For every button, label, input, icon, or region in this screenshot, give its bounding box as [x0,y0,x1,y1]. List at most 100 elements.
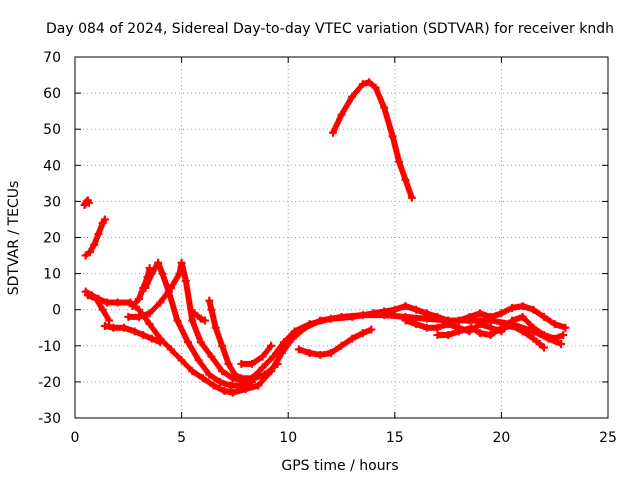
data-point [390,305,399,314]
data-point [98,305,107,314]
data-point [401,316,410,325]
data-point [237,381,246,390]
x-tick-label: 15 [386,430,404,446]
data-point [337,110,346,119]
data-point [139,330,148,339]
data-point [218,367,227,376]
data-point [100,215,109,224]
data-point [529,305,538,314]
data-point [518,302,527,311]
y-tick-label: -10 [38,339,61,355]
series-track-8 [141,258,256,390]
data-point [348,312,357,321]
data-point [258,352,267,361]
data-point [207,352,216,361]
data-point [269,352,278,361]
data-point [128,302,137,311]
data-point [465,312,474,321]
data-point [550,320,559,329]
data-point [141,284,150,293]
axis-ticks [74,56,609,419]
data-point [100,321,109,330]
data-point [254,381,263,390]
data-point [247,374,256,383]
data-point [454,316,463,325]
data-point [83,291,92,300]
series-track-3 [328,78,416,202]
y-tick-label: -20 [38,375,61,391]
data-point [173,316,182,325]
data-point [84,198,93,207]
data-point [561,323,570,332]
data-point [94,229,103,238]
data-point [380,307,389,316]
data-point [247,359,256,368]
data-point [369,309,378,318]
data-point [401,175,410,184]
data-point [230,370,239,379]
data-point [196,314,205,323]
data-point [326,349,335,358]
data-point [211,323,220,332]
data-point [134,294,143,303]
data-point [188,367,197,376]
data-point [540,343,549,352]
series-track-11 [190,309,210,325]
data-point [177,258,186,267]
data-point [412,305,421,314]
data-point [207,305,216,314]
data-point [166,284,175,293]
y-tick-label: 10 [43,267,61,283]
data-point [181,276,190,285]
data-point [166,345,175,354]
data-point [433,312,442,321]
data-point [508,321,517,330]
series-track-6 [100,321,165,347]
x-tick-label: 25 [599,430,617,446]
data-point [196,338,205,347]
data-point [337,341,346,350]
data-point [226,381,235,390]
data-point [145,320,154,329]
data-point [535,339,544,348]
data-point [401,302,410,311]
data-point [113,298,122,307]
data-point [433,330,442,339]
data-point [444,330,453,339]
data-point [205,370,214,379]
data-point [215,377,224,386]
data-point [188,316,197,325]
data-point [422,323,431,332]
data-point [183,338,192,347]
series-track-2 [81,215,109,260]
data-point [422,309,431,318]
data-point [497,309,506,318]
data-point [497,323,506,332]
data-point [145,309,154,318]
data-point [365,78,374,87]
data-point [486,330,495,339]
data-point [156,338,165,347]
data-point [273,359,282,368]
data-point [120,323,129,332]
y-tick-label: 70 [43,50,61,66]
data-point [147,334,156,343]
chart-title: Day 084 of 2024, Sidereal Day-to-day VTE… [46,21,614,37]
data-point [90,240,99,249]
series-track-1 [80,196,93,210]
data-point [557,339,566,348]
series-track-9 [124,258,282,385]
data-point [328,128,337,137]
data-point [124,312,133,321]
data-point [205,296,214,305]
data-point [209,381,218,390]
data-point [102,298,111,307]
data-points [80,78,570,397]
data-point [508,303,517,312]
data-point [433,323,442,332]
data-point [177,356,186,365]
data-point [476,329,485,338]
data-point [367,325,376,334]
data-point [201,316,210,325]
